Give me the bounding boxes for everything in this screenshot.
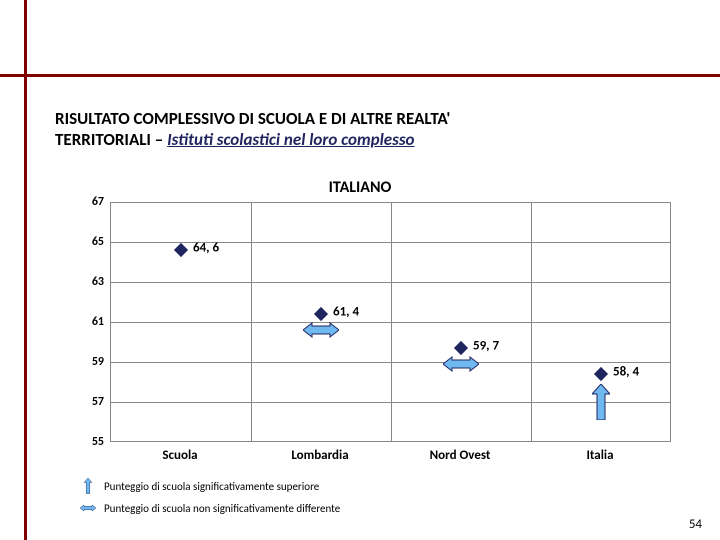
category-label: Italia [530,448,670,463]
ytick: 57 [70,395,104,409]
harrow-icon [303,321,339,339]
side-rule [24,0,27,540]
category-label: Lombardia [250,448,390,463]
title-line1: RISULTATO COMPLESSIVO DI SCUOLA E DI ALT… [55,108,450,129]
legend-text: Punteggio di scuola significativamente s… [104,480,319,493]
data-marker [314,307,328,321]
ytick: 65 [70,235,104,249]
data-marker [454,341,468,355]
legend-row: Punteggio di scuola significativamente s… [80,478,340,494]
harrow-icon [80,500,96,516]
vgrid [391,202,392,442]
uparrow-icon [80,478,96,494]
chart-area: 64, 6 61, 4 59, 7 58, 4 67 65 63 61 59 [70,202,670,460]
top-rule [0,74,720,77]
data-marker [174,243,188,257]
ytick: 61 [70,315,104,329]
category-label: Nord Ovest [390,448,530,463]
data-label: 58, 4 [613,365,639,380]
data-label: 64, 6 [193,241,219,256]
data-label: 59, 7 [473,339,499,354]
title-line2a: TERRITORIALI – [55,129,167,150]
uparrow-icon [592,384,610,420]
legend: Punteggio di scuola significativamente s… [80,478,340,522]
chart-title: ITALIANO [0,178,720,197]
plot-area: 64, 6 61, 4 59, 7 58, 4 [110,202,670,442]
data-marker [594,367,608,381]
ytick: 55 [70,435,104,449]
vgrid [251,202,252,442]
page-number: 54 [689,517,702,532]
category-label: Scuola [110,448,250,463]
vgrid [531,202,532,442]
data-label: 61, 4 [333,305,359,320]
ytick: 59 [70,355,104,369]
legend-row: Punteggio di scuola non significativamen… [80,500,340,516]
ytick: 67 [70,195,104,209]
vgrid [670,202,671,442]
ytick: 63 [70,275,104,289]
harrow-icon [443,355,479,373]
title-line2b: Istituti scolastici nel loro complesso [167,129,414,150]
slide-title: RISULTATO COMPLESSIVO DI SCUOLA E DI ALT… [55,108,450,151]
legend-text: Punteggio di scuola non significativamen… [104,502,340,515]
